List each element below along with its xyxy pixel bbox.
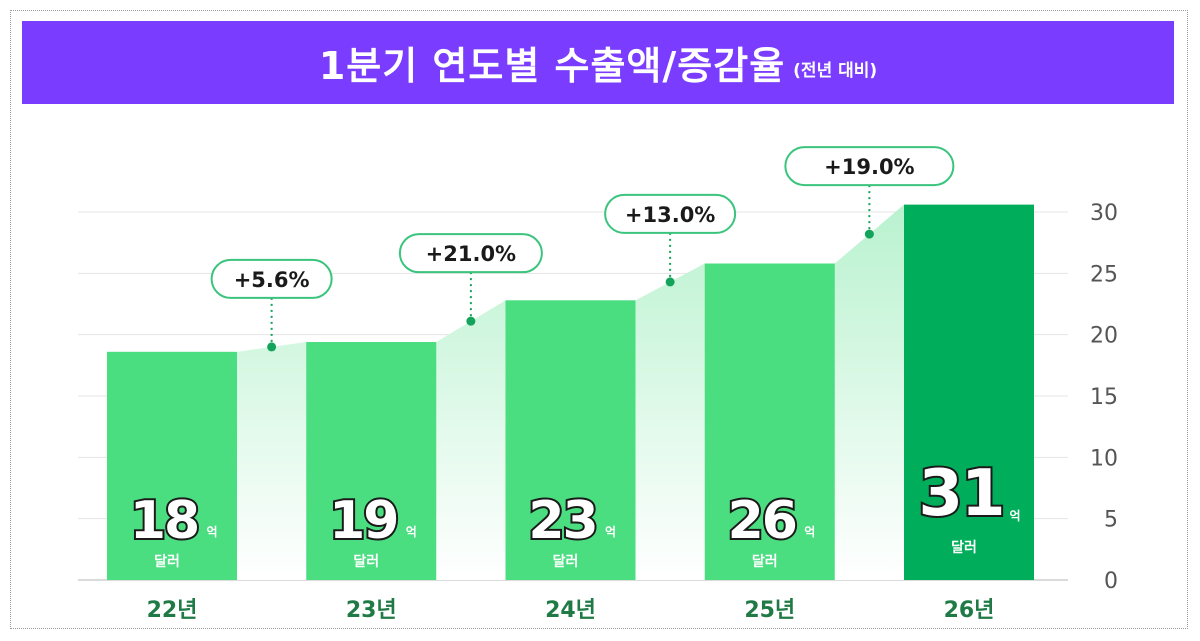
- growth-pill: [604, 193, 737, 234]
- bar-value-unit: 억: [804, 525, 815, 539]
- growth-dot: [267, 342, 277, 352]
- bar: [505, 300, 636, 580]
- chart-frame: [10, 10, 1188, 629]
- y-tick-label: 30: [1090, 201, 1118, 226]
- y-tick-label: 20: [1090, 324, 1118, 349]
- growth-label: +5.6%: [234, 268, 310, 292]
- bar-value-unit: 억: [605, 525, 616, 539]
- bar: [107, 351, 237, 580]
- x-category-label: 26년: [944, 598, 995, 623]
- x-category-label: 22년: [147, 598, 198, 623]
- bar-value-unit: 억: [406, 525, 417, 539]
- chart-subtitle: (전년 대비): [793, 61, 878, 81]
- y-tick-label: 15: [1090, 385, 1118, 410]
- growth-label: +21.0%: [426, 242, 516, 266]
- bar-value-sublabel: 달러: [752, 554, 778, 570]
- growth-dot: [665, 277, 675, 287]
- x-category-label: 25년: [744, 598, 795, 623]
- growth-dot: [864, 229, 874, 239]
- growth-dot: [466, 316, 476, 326]
- bar-value-label: 31: [918, 457, 1003, 531]
- bar-value-sublabel: 달러: [353, 554, 379, 570]
- bar-value-unit: 억: [1009, 509, 1020, 523]
- growth-label: +19.0%: [824, 155, 914, 179]
- y-tick-label: 5: [1104, 508, 1118, 533]
- x-category-label: 24년: [545, 598, 596, 623]
- bar: [306, 342, 437, 580]
- growth-label: +13.0%: [625, 203, 715, 227]
- bar-value-label: 23: [528, 491, 596, 551]
- bar-value-label: 19: [329, 491, 397, 551]
- y-tick-label: 25: [1090, 262, 1118, 287]
- y-tick-label: 10: [1090, 446, 1118, 471]
- bar-value-unit: 억: [206, 525, 217, 539]
- bar-value-sublabel: 달러: [154, 554, 180, 570]
- bar-value-sublabel: 달러: [553, 554, 579, 570]
- chart-title: 1분기 연도별 수출액/증감율: [318, 44, 786, 88]
- bar: [704, 263, 835, 580]
- title-banner: 1분기 연도별 수출액/증감율 (전년 대비): [22, 21, 1174, 104]
- bar-value-sublabel: 달러: [951, 540, 977, 556]
- bar-value-label: 18: [130, 491, 198, 551]
- bar-value-label: 26: [728, 491, 796, 551]
- growth-pill: [398, 233, 543, 274]
- x-category-label: 23년: [346, 598, 397, 623]
- growth-pill: [784, 146, 955, 187]
- bar: [904, 204, 1034, 580]
- growth-pill: [210, 258, 333, 299]
- y-tick-label: 0: [1104, 569, 1118, 594]
